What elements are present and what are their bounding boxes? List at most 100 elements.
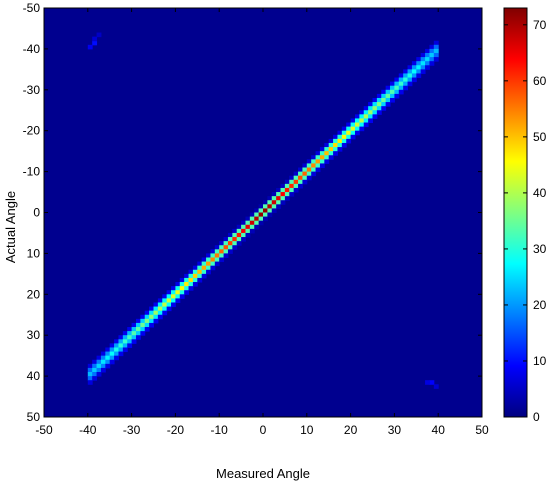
heatmap-cell — [175, 294, 181, 299]
heatmap-cell — [276, 200, 282, 205]
heatmap-cell — [153, 302, 159, 308]
heatmap-cell — [118, 347, 124, 353]
heatmap-cell — [92, 40, 98, 46]
heatmap-cell — [241, 228, 246, 234]
heatmap-cell — [122, 343, 128, 348]
x-tick-label: -40 — [79, 423, 97, 437]
heatmap-cell — [289, 183, 295, 189]
heatmap-cell — [100, 359, 106, 365]
heatmap-cell — [227, 245, 233, 250]
y-tick-label: -40 — [23, 42, 41, 56]
heatmap-cell — [118, 351, 124, 357]
heatmap-cell — [398, 77, 404, 83]
heatmap-cell — [376, 110, 382, 115]
heatmap-cell — [140, 331, 146, 336]
heatmap-cell — [333, 147, 338, 152]
heatmap-cell — [192, 269, 198, 275]
heatmap-cell — [411, 77, 417, 83]
heatmap-cell — [249, 224, 255, 230]
heatmap-cell — [179, 294, 185, 299]
heatmap-cell — [385, 102, 391, 107]
heatmap-cell — [109, 359, 115, 365]
colorbar-tick-label: 70 — [533, 18, 547, 32]
heatmap-cell — [245, 232, 251, 238]
heatmap-cell — [227, 249, 233, 254]
heatmap-cell — [127, 327, 133, 332]
heatmap-cell — [210, 261, 216, 267]
heatmap-cell — [179, 277, 185, 283]
heatmap-cell — [114, 347, 119, 353]
heatmap-cell — [354, 122, 360, 128]
y-tick-label: 10 — [27, 246, 41, 260]
heatmap-cell — [350, 122, 356, 128]
heatmap-cell — [179, 282, 185, 287]
heatmap-cell — [280, 183, 286, 189]
heatmap-cell — [398, 73, 404, 79]
heatmap-cell — [359, 110, 365, 115]
heatmap-cell — [385, 97, 391, 103]
heatmap-cell — [407, 65, 413, 70]
heatmap-cell — [328, 142, 334, 148]
heatmap-cell — [109, 355, 115, 361]
heatmap-cell — [258, 216, 264, 222]
heatmap-cell — [109, 347, 115, 353]
heatmap-cell — [324, 147, 330, 152]
heatmap-cell — [411, 61, 417, 66]
heatmap-cell — [171, 286, 176, 291]
heatmap-cell — [337, 147, 343, 152]
heatmap-cell — [403, 69, 409, 74]
heatmap-cell — [267, 204, 273, 209]
heatmap-cell — [197, 269, 203, 275]
heatmap-cell — [306, 167, 312, 173]
heatmap-cell — [184, 282, 190, 287]
heatmap-cell — [271, 200, 277, 205]
heatmap-cell — [157, 302, 163, 308]
heatmap-cell — [214, 257, 220, 263]
heatmap-cell — [153, 306, 159, 312]
heatmap-cell — [171, 290, 176, 295]
heatmap-cell — [425, 380, 430, 385]
heatmap-cell — [149, 322, 154, 328]
heatmap-cell — [346, 138, 352, 144]
heatmap-cell — [236, 224, 242, 230]
colorbar-tick-label: 40 — [533, 186, 547, 200]
heatmap-cell — [175, 286, 181, 291]
heatmap-cell — [385, 85, 391, 91]
colorbar-tick-label: 20 — [533, 298, 547, 312]
heatmap-cell — [245, 224, 251, 230]
heatmap-cell — [381, 106, 387, 111]
heatmap-cell — [293, 175, 299, 181]
heatmap-cell — [192, 265, 198, 271]
heatmap-cell — [157, 310, 163, 316]
heatmap-cell — [311, 155, 317, 160]
heatmap-cell — [390, 81, 395, 87]
heatmap-cell — [324, 142, 330, 148]
heatmap-cell — [192, 277, 198, 283]
heatmap-cell — [92, 372, 98, 377]
heatmap-cell — [245, 216, 251, 222]
x-tick-label: 10 — [300, 423, 314, 437]
heatmap-cell — [96, 32, 102, 38]
heatmap-cell — [258, 212, 264, 218]
heatmap-cell — [105, 351, 111, 357]
axes: -50 -40 -30 -20 -10 0 10 20 30 40 50-50-40-30-20-1… — [23, 1, 489, 437]
heatmap-cell — [420, 61, 426, 66]
heatmap-cell — [135, 335, 141, 340]
heatmap-cell — [394, 93, 400, 99]
heatmap-cell — [149, 314, 154, 320]
heatmap-cell — [411, 65, 417, 70]
heatmap-cell — [276, 187, 282, 193]
heatmap-cell — [407, 69, 413, 74]
heatmap-cell — [319, 163, 325, 169]
heatmap-cell — [276, 204, 282, 209]
heatmap-cell — [420, 69, 426, 74]
heatmap-cell — [179, 286, 185, 291]
heatmap-cell — [311, 171, 317, 177]
heatmap-cell — [403, 73, 409, 79]
heatmap-cell — [271, 192, 277, 197]
heatmap-cell — [390, 85, 395, 91]
heatmap-cell — [140, 318, 146, 324]
heatmap-cell — [302, 179, 308, 185]
heatmap-cell — [197, 265, 203, 271]
heatmap-cell — [363, 106, 369, 111]
